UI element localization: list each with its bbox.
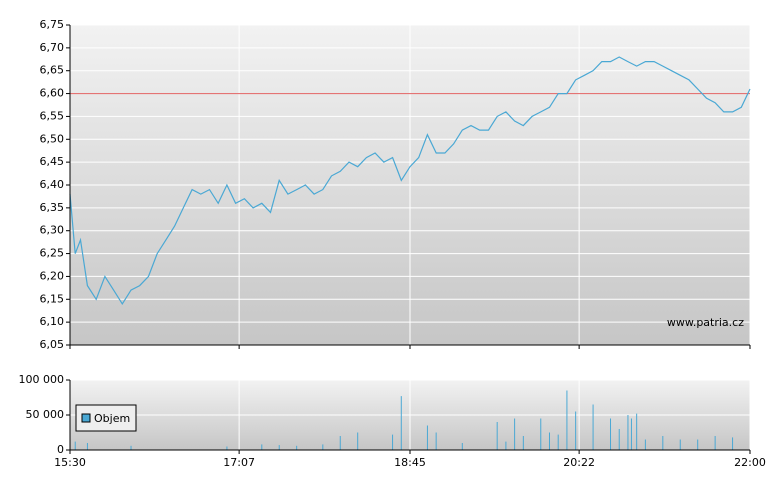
volume-bar: [130, 445, 132, 450]
y-tick-label: 6,70: [40, 41, 65, 54]
volume-bar: [357, 432, 359, 450]
y-tick-label: 6,45: [40, 155, 65, 168]
volume-bar: [522, 436, 524, 450]
volume-bar: [435, 432, 437, 450]
volume-bar: [592, 404, 594, 450]
volume-bar: [400, 396, 402, 450]
y-tick-label: 6,25: [40, 247, 65, 260]
volume-bar: [278, 445, 280, 450]
y-tick-label: 6,35: [40, 201, 65, 214]
y-tick-label: 6,20: [40, 269, 65, 282]
x-tick-label: 22:00: [734, 456, 766, 469]
volume-bar: [339, 436, 341, 450]
y-tick-label: 6,10: [40, 315, 65, 328]
x-tick-label: 20:22: [563, 456, 595, 469]
volume-bar: [74, 441, 76, 450]
y-tick-label: 6,75: [40, 18, 65, 31]
y-tick-label: 6,30: [40, 224, 65, 237]
volume-bar: [426, 425, 428, 450]
volume-bar: [322, 444, 324, 450]
y-tick-label: 6,05: [40, 338, 65, 351]
volume-bar: [566, 390, 568, 450]
y-tick-label: 100 000: [19, 373, 65, 386]
volume-bar: [732, 437, 734, 450]
y-tick-label: 6,50: [40, 132, 65, 145]
watermark: www.patria.cz: [667, 316, 744, 329]
volume-bar: [261, 444, 263, 450]
volume-bar: [86, 443, 88, 450]
volume-bar: [514, 418, 516, 450]
volume-bar: [461, 443, 463, 450]
volume-bar: [630, 418, 632, 450]
volume-bar: [697, 439, 699, 450]
volume-bar: [226, 446, 228, 450]
y-tick-label: 6,60: [40, 87, 65, 100]
volume-bar: [496, 422, 498, 450]
volume-bar: [296, 445, 298, 450]
volume-bar: [636, 413, 638, 450]
volume-bar: [618, 429, 620, 450]
x-tick-label: 15:30: [54, 456, 86, 469]
volume-bar: [662, 436, 664, 450]
y-tick-label: 6,15: [40, 292, 65, 305]
price-line: [69, 56, 751, 306]
volume-bar: [644, 439, 646, 450]
x-tick-label: 17:07: [223, 456, 255, 469]
x-tick-label: 18:45: [394, 456, 426, 469]
y-tick-label: 6,40: [40, 178, 65, 191]
volume-bar: [575, 411, 577, 450]
volume-bar: [627, 415, 629, 450]
volume-bar: [679, 439, 681, 450]
volume-bar: [548, 432, 550, 450]
legend-label: Objem: [94, 412, 130, 425]
volume-bar: [505, 441, 507, 450]
volume-bar: [610, 418, 612, 450]
volume-bar: [540, 418, 542, 450]
y-tick-label: 50 000: [26, 408, 65, 421]
legend-swatch: [81, 413, 91, 423]
y-tick-label: 6,55: [40, 109, 65, 122]
volume-bar: [714, 436, 716, 450]
volume-bar: [392, 434, 394, 450]
y-tick-label: 0: [57, 443, 64, 456]
volume-bar: [557, 434, 559, 450]
y-tick-label: 6,65: [40, 64, 65, 77]
